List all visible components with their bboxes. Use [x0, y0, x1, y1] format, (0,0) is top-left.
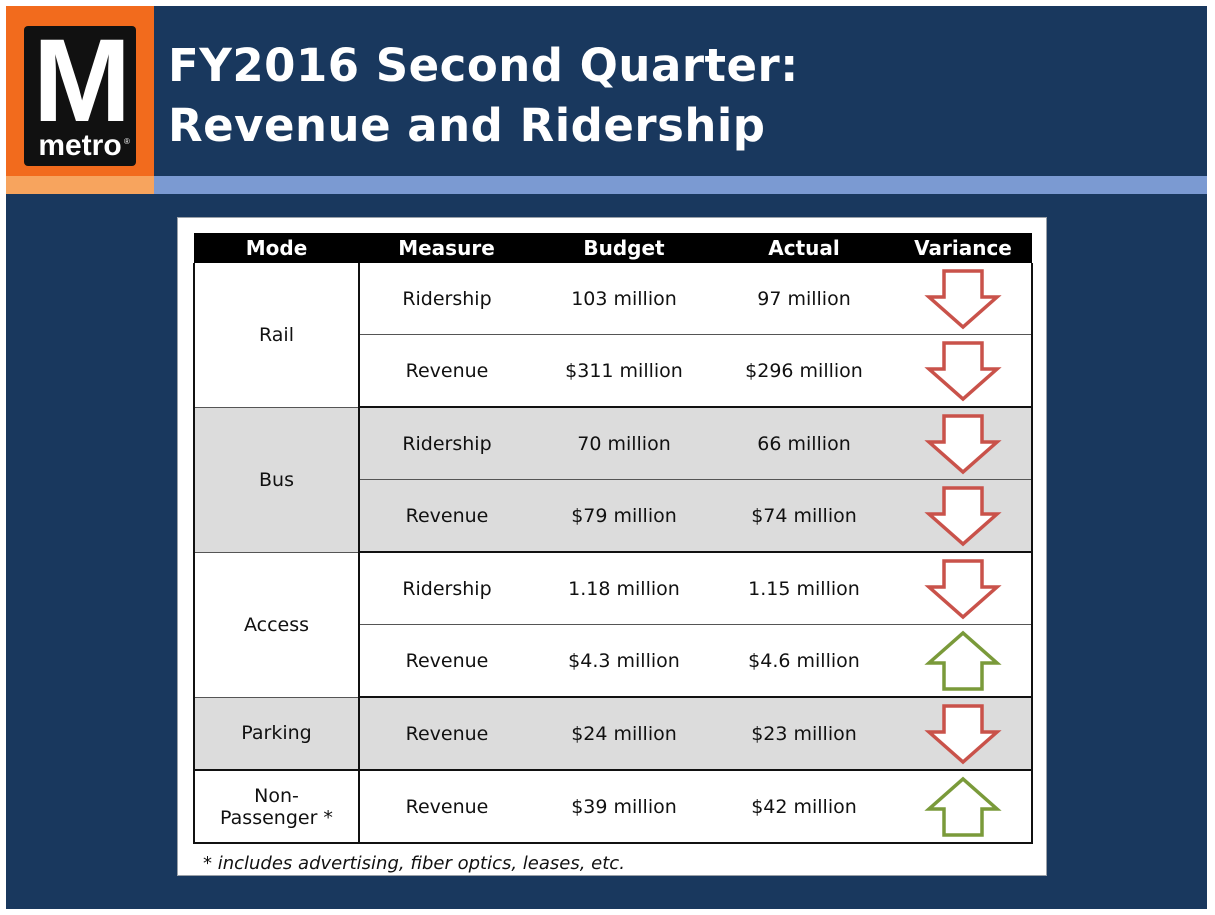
actual-cell: 1.15 million	[714, 552, 894, 625]
budget-cell: 70 million	[534, 407, 714, 480]
actual-cell: $296 million	[714, 334, 894, 408]
up-arrow-icon	[923, 776, 1002, 837]
table-header-row: Mode Measure Budget Actual Variance	[194, 233, 1032, 263]
actual-cell: $23 million	[714, 697, 894, 771]
variance-cell	[894, 624, 1033, 698]
measure-cell: Revenue	[358, 334, 534, 408]
header-measure: Measure	[359, 233, 534, 263]
table-row: Rail Ridership 103 million 97 million	[193, 263, 1033, 408]
logo-word: metro	[38, 129, 122, 162]
budget-cell: $311 million	[534, 334, 714, 408]
title-line-2: Revenue and Ridership	[168, 99, 766, 152]
mode-label: Access	[243, 613, 310, 636]
logo-background: M metro ®	[6, 6, 154, 176]
header-budget: Budget	[534, 233, 714, 263]
budget-cell: $79 million	[534, 479, 714, 553]
table-row: Bus Ridership 70 million 66 million	[193, 407, 1033, 553]
measure-cell: Ridership	[359, 552, 534, 625]
table-row: Revenue $79 million $74 million	[194, 479, 1033, 553]
variance-cell	[894, 697, 1033, 771]
budget-cell: $24 million	[534, 697, 714, 771]
accent-stripe-blue	[154, 176, 1207, 194]
measure-cell: Ridership	[359, 407, 534, 480]
actual-cell: $42 million	[714, 770, 894, 844]
down-arrow-icon	[923, 485, 1002, 546]
measure-cell: Revenue	[359, 697, 534, 771]
budget-cell: 103 million	[534, 263, 714, 335]
budget-cell: $39 million	[534, 770, 714, 844]
mode-cell: Access	[193, 552, 360, 698]
budget-cell: 1.18 million	[534, 552, 714, 625]
logo-registered-mark: ®	[124, 137, 130, 146]
up-arrow-icon	[923, 630, 1002, 691]
actual-cell: 66 million	[714, 407, 894, 480]
mode-cell: Non- Passenger *	[193, 770, 360, 844]
table-row: Parking Revenue $24 million $23 million	[193, 697, 1033, 771]
revenue-ridership-table: Mode Measure Budget Actual Variance Rail…	[193, 233, 1033, 844]
down-arrow-icon	[923, 558, 1002, 619]
measure-cell: Revenue	[358, 624, 534, 698]
slide-title: FY2016 Second Quarter: Revenue and Rider…	[168, 36, 799, 156]
metro-logo: M metro ®	[24, 22, 136, 166]
mode-label: Parking	[241, 722, 312, 745]
mode-label: Non-	[254, 784, 299, 807]
actual-cell: $74 million	[714, 479, 894, 553]
down-arrow-icon	[923, 268, 1002, 329]
actual-cell: $4.6 million	[714, 624, 894, 698]
budget-cell: $4.3 million	[534, 624, 714, 698]
header-variance: Variance	[894, 233, 1032, 263]
table-row: Revenue $311 million $296 million	[194, 334, 1033, 408]
accent-stripe-orange	[6, 176, 154, 194]
mode-cell: Bus	[193, 407, 360, 553]
table-row: Access Ridership 1.18 million 1.15 million	[193, 552, 1033, 698]
header-mode: Mode	[194, 233, 359, 263]
measure-cell: Ridership	[359, 263, 534, 335]
footnote: * includes advertising, fiber optics, le…	[203, 853, 625, 874]
mode-label: Bus	[259, 468, 294, 491]
table-row: Revenue $4.3 million $4.6 million	[194, 624, 1033, 698]
logo-letter: M	[32, 15, 131, 147]
table-body: Rail Ridership 103 million 97 million Revenu…	[193, 263, 1033, 844]
variance-cell	[894, 334, 1033, 408]
mode-cell: Parking	[193, 697, 360, 771]
measure-cell: Revenue	[358, 479, 534, 553]
variance-cell	[894, 479, 1033, 553]
title-line-1: FY2016 Second Quarter:	[168, 39, 799, 92]
actual-cell: 97 million	[714, 263, 894, 335]
down-arrow-icon	[923, 413, 1002, 474]
mode-cell: Rail	[193, 263, 360, 408]
variance-cell	[894, 263, 1033, 335]
measure-cell: Revenue	[359, 770, 534, 844]
mode-label-line-2: Passenger *	[220, 806, 333, 829]
slide: M metro ® FY2016 Second Quarter: Revenue…	[6, 6, 1207, 909]
variance-cell	[894, 407, 1033, 480]
table-row: Non- Passenger * Revenue $39 million $42 mil…	[193, 770, 1033, 844]
variance-cell	[894, 552, 1033, 625]
variance-cell	[894, 770, 1033, 844]
header-actual: Actual	[714, 233, 894, 263]
down-arrow-icon	[923, 340, 1002, 401]
down-arrow-icon	[923, 703, 1002, 764]
mode-label: Rail	[259, 323, 294, 346]
table-panel: Mode Measure Budget Actual Variance Rail…	[177, 217, 1047, 876]
